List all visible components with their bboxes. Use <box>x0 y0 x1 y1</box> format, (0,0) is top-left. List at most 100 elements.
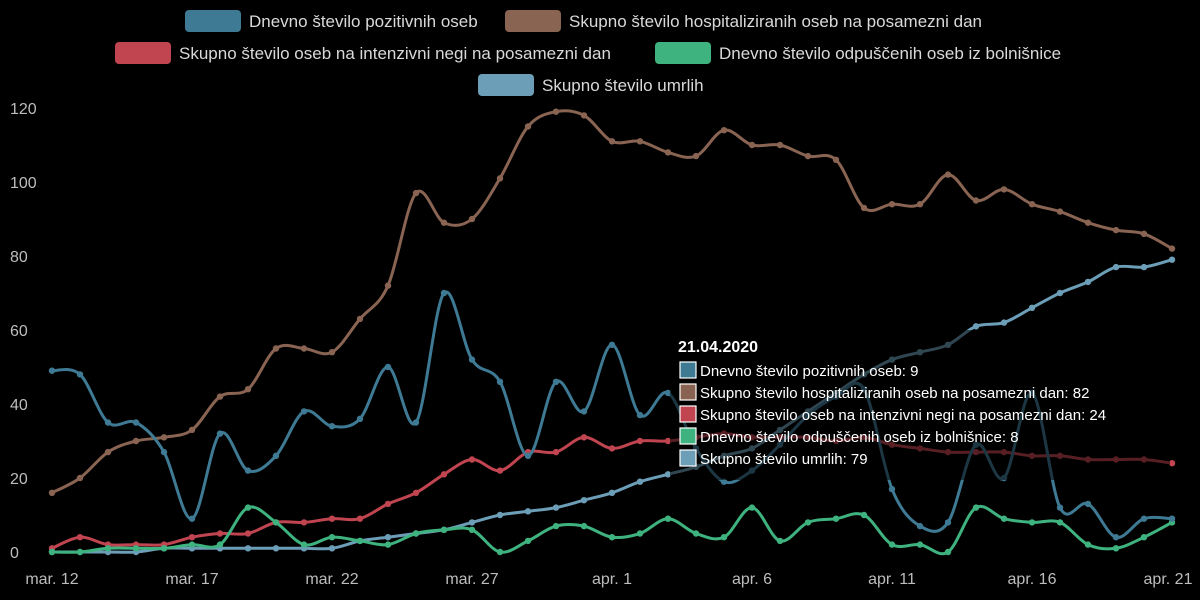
data-point[interactable] <box>552 448 560 456</box>
data-point[interactable] <box>888 485 896 493</box>
data-point[interactable] <box>1084 278 1092 286</box>
data-point[interactable] <box>832 156 840 163</box>
data-point[interactable] <box>524 452 532 459</box>
data-point[interactable] <box>972 504 980 511</box>
data-point[interactable] <box>468 215 476 223</box>
data-point[interactable] <box>580 408 588 415</box>
data-point[interactable] <box>468 356 476 363</box>
data-point[interactable] <box>972 197 980 204</box>
data-point[interactable] <box>440 526 448 533</box>
data-point[interactable] <box>1112 545 1120 552</box>
data-point[interactable] <box>608 489 616 496</box>
data-point[interactable] <box>748 141 756 149</box>
data-point[interactable] <box>300 408 308 415</box>
data-point[interactable] <box>216 393 224 400</box>
data-point[interactable] <box>636 530 644 537</box>
legend-item-4[interactable]: Dnevno število odpuščenih oseb iz bolniš… <box>655 42 1061 64</box>
data-point[interactable] <box>244 545 252 552</box>
data-point[interactable] <box>944 171 952 178</box>
data-point[interactable] <box>496 511 504 519</box>
data-point[interactable] <box>1028 304 1036 311</box>
data-point[interactable] <box>48 367 56 374</box>
data-point[interactable] <box>384 282 392 289</box>
data-point[interactable] <box>916 522 924 530</box>
data-point[interactable] <box>552 378 560 385</box>
data-point[interactable] <box>468 526 476 533</box>
data-point[interactable] <box>1000 515 1008 522</box>
data-point[interactable] <box>328 545 336 552</box>
data-point[interactable] <box>468 456 476 463</box>
data-point[interactable] <box>356 537 364 545</box>
data-point[interactable] <box>664 471 672 478</box>
data-point[interactable] <box>664 437 672 445</box>
data-point[interactable] <box>440 219 448 226</box>
data-point[interactable] <box>440 289 448 297</box>
data-point[interactable] <box>664 515 672 522</box>
data-point[interactable] <box>524 123 532 130</box>
data-point[interactable] <box>244 530 252 537</box>
data-point[interactable] <box>300 345 308 352</box>
data-point[interactable] <box>636 411 644 419</box>
data-point[interactable] <box>664 149 672 156</box>
data-point[interactable] <box>244 504 252 511</box>
data-point[interactable] <box>328 349 336 356</box>
data-point[interactable] <box>944 519 952 526</box>
data-point[interactable] <box>608 445 616 452</box>
data-point[interactable] <box>1028 201 1036 208</box>
data-point[interactable] <box>188 541 196 548</box>
data-point[interactable] <box>1056 504 1064 511</box>
data-point[interactable] <box>188 515 196 522</box>
data-point[interactable] <box>524 537 532 545</box>
data-point[interactable] <box>356 415 364 422</box>
data-point[interactable] <box>300 519 308 526</box>
data-point[interactable] <box>1056 519 1064 526</box>
data-point[interactable] <box>552 108 560 115</box>
legend[interactable]: Dnevno število pozitivnih oseb Skupno šte… <box>115 10 1061 96</box>
data-point[interactable] <box>244 386 252 393</box>
data-point[interactable] <box>580 434 588 441</box>
data-point[interactable] <box>720 534 728 541</box>
data-point[interactable] <box>552 522 560 530</box>
data-point[interactable] <box>692 152 700 160</box>
data-point[interactable] <box>328 423 336 430</box>
data-point[interactable] <box>356 315 364 323</box>
data-point[interactable] <box>608 341 616 348</box>
data-point[interactable] <box>776 141 784 149</box>
data-point[interactable] <box>160 434 168 441</box>
data-point[interactable] <box>636 478 644 485</box>
data-point[interactable] <box>1140 263 1148 271</box>
legend-item-1[interactable]: Dnevno število pozitivnih oseb <box>185 10 478 32</box>
data-point[interactable] <box>860 204 868 212</box>
data-point[interactable] <box>496 378 504 385</box>
data-point[interactable] <box>188 426 196 434</box>
data-point[interactable] <box>916 541 924 548</box>
data-point[interactable] <box>776 537 784 545</box>
data-point[interactable] <box>132 437 140 445</box>
data-point[interactable] <box>1056 208 1064 215</box>
data-point[interactable] <box>104 419 112 426</box>
data-point[interactable] <box>272 519 280 526</box>
data-point[interactable] <box>356 515 364 522</box>
data-point[interactable] <box>272 545 280 552</box>
data-point[interactable] <box>692 530 700 537</box>
data-point[interactable] <box>580 112 588 119</box>
data-point[interactable] <box>412 489 420 496</box>
data-point[interactable] <box>552 504 560 511</box>
data-point[interactable] <box>1028 519 1036 526</box>
data-point[interactable] <box>132 545 140 552</box>
data-point[interactable] <box>1140 534 1148 541</box>
data-point[interactable] <box>328 534 336 541</box>
data-point[interactable] <box>580 497 588 504</box>
data-point[interactable] <box>944 548 952 556</box>
data-point[interactable] <box>468 519 476 526</box>
data-point[interactable] <box>76 534 84 541</box>
data-point[interactable] <box>384 534 392 541</box>
data-point[interactable] <box>1140 515 1148 522</box>
data-point[interactable] <box>804 519 812 526</box>
legend-item-3[interactable]: Skupno število oseb na intenzivni negi n… <box>115 42 611 64</box>
data-point[interactable] <box>1168 460 1176 467</box>
data-point[interactable] <box>244 467 252 474</box>
data-point[interactable] <box>216 530 224 537</box>
data-point[interactable] <box>132 419 140 426</box>
data-point[interactable] <box>76 371 84 378</box>
